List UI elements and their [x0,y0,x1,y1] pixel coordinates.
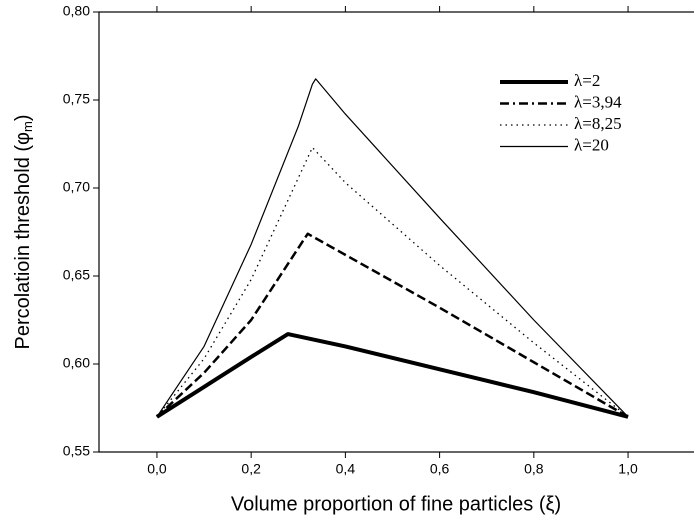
series-line [155,332,629,419]
y-tick-label: 0,70 [63,179,90,195]
series-line [156,232,629,418]
y-tick-label: 0,60 [63,355,90,371]
legend-label: λ=2 [574,71,600,90]
x-tick-label: 0,8 [524,461,544,477]
y-tick-label: 0,65 [63,267,90,283]
series-line [156,146,629,418]
legend-label: λ=8,25 [574,114,622,133]
x-tick-label: 0,6 [430,461,450,477]
y-axis-title: Percolatioin threshold (φm) [12,114,35,349]
y-tick-label: 0,80 [63,3,90,19]
y-tick-label: 0,55 [63,443,90,459]
series-line [156,78,629,418]
legend-label: λ=20 [574,135,609,154]
x-axis-title: Volume proportion of fine particles (ξ) [231,493,561,515]
y-axis-title-main: Percolatioin threshold (φ [12,132,34,350]
y-axis-title-sub: m [20,121,35,132]
x-tick-label: 1,0 [618,461,638,477]
plot-frame [98,11,694,453]
y-axis-title-end: ) [12,114,34,121]
x-tick-label: 0,2 [241,461,261,477]
x-tick-label: 0,0 [147,461,167,477]
legend-label: λ=3,94 [574,92,622,111]
x-tick-label: 0,4 [336,461,356,477]
y-tick-label: 0,75 [63,91,90,107]
